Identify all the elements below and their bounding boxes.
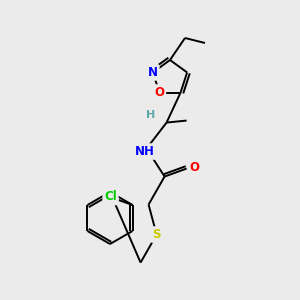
Text: O: O xyxy=(154,86,164,99)
Text: Cl: Cl xyxy=(104,190,117,203)
Text: H: H xyxy=(146,110,155,120)
Text: S: S xyxy=(152,228,161,241)
Text: N: N xyxy=(148,66,158,79)
Text: NH: NH xyxy=(135,145,155,158)
Text: O: O xyxy=(190,161,200,174)
